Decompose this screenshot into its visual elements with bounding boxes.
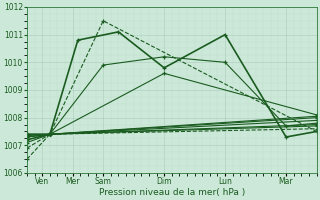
X-axis label: Pression niveau de la mer( hPa ): Pression niveau de la mer( hPa ) — [99, 188, 245, 197]
